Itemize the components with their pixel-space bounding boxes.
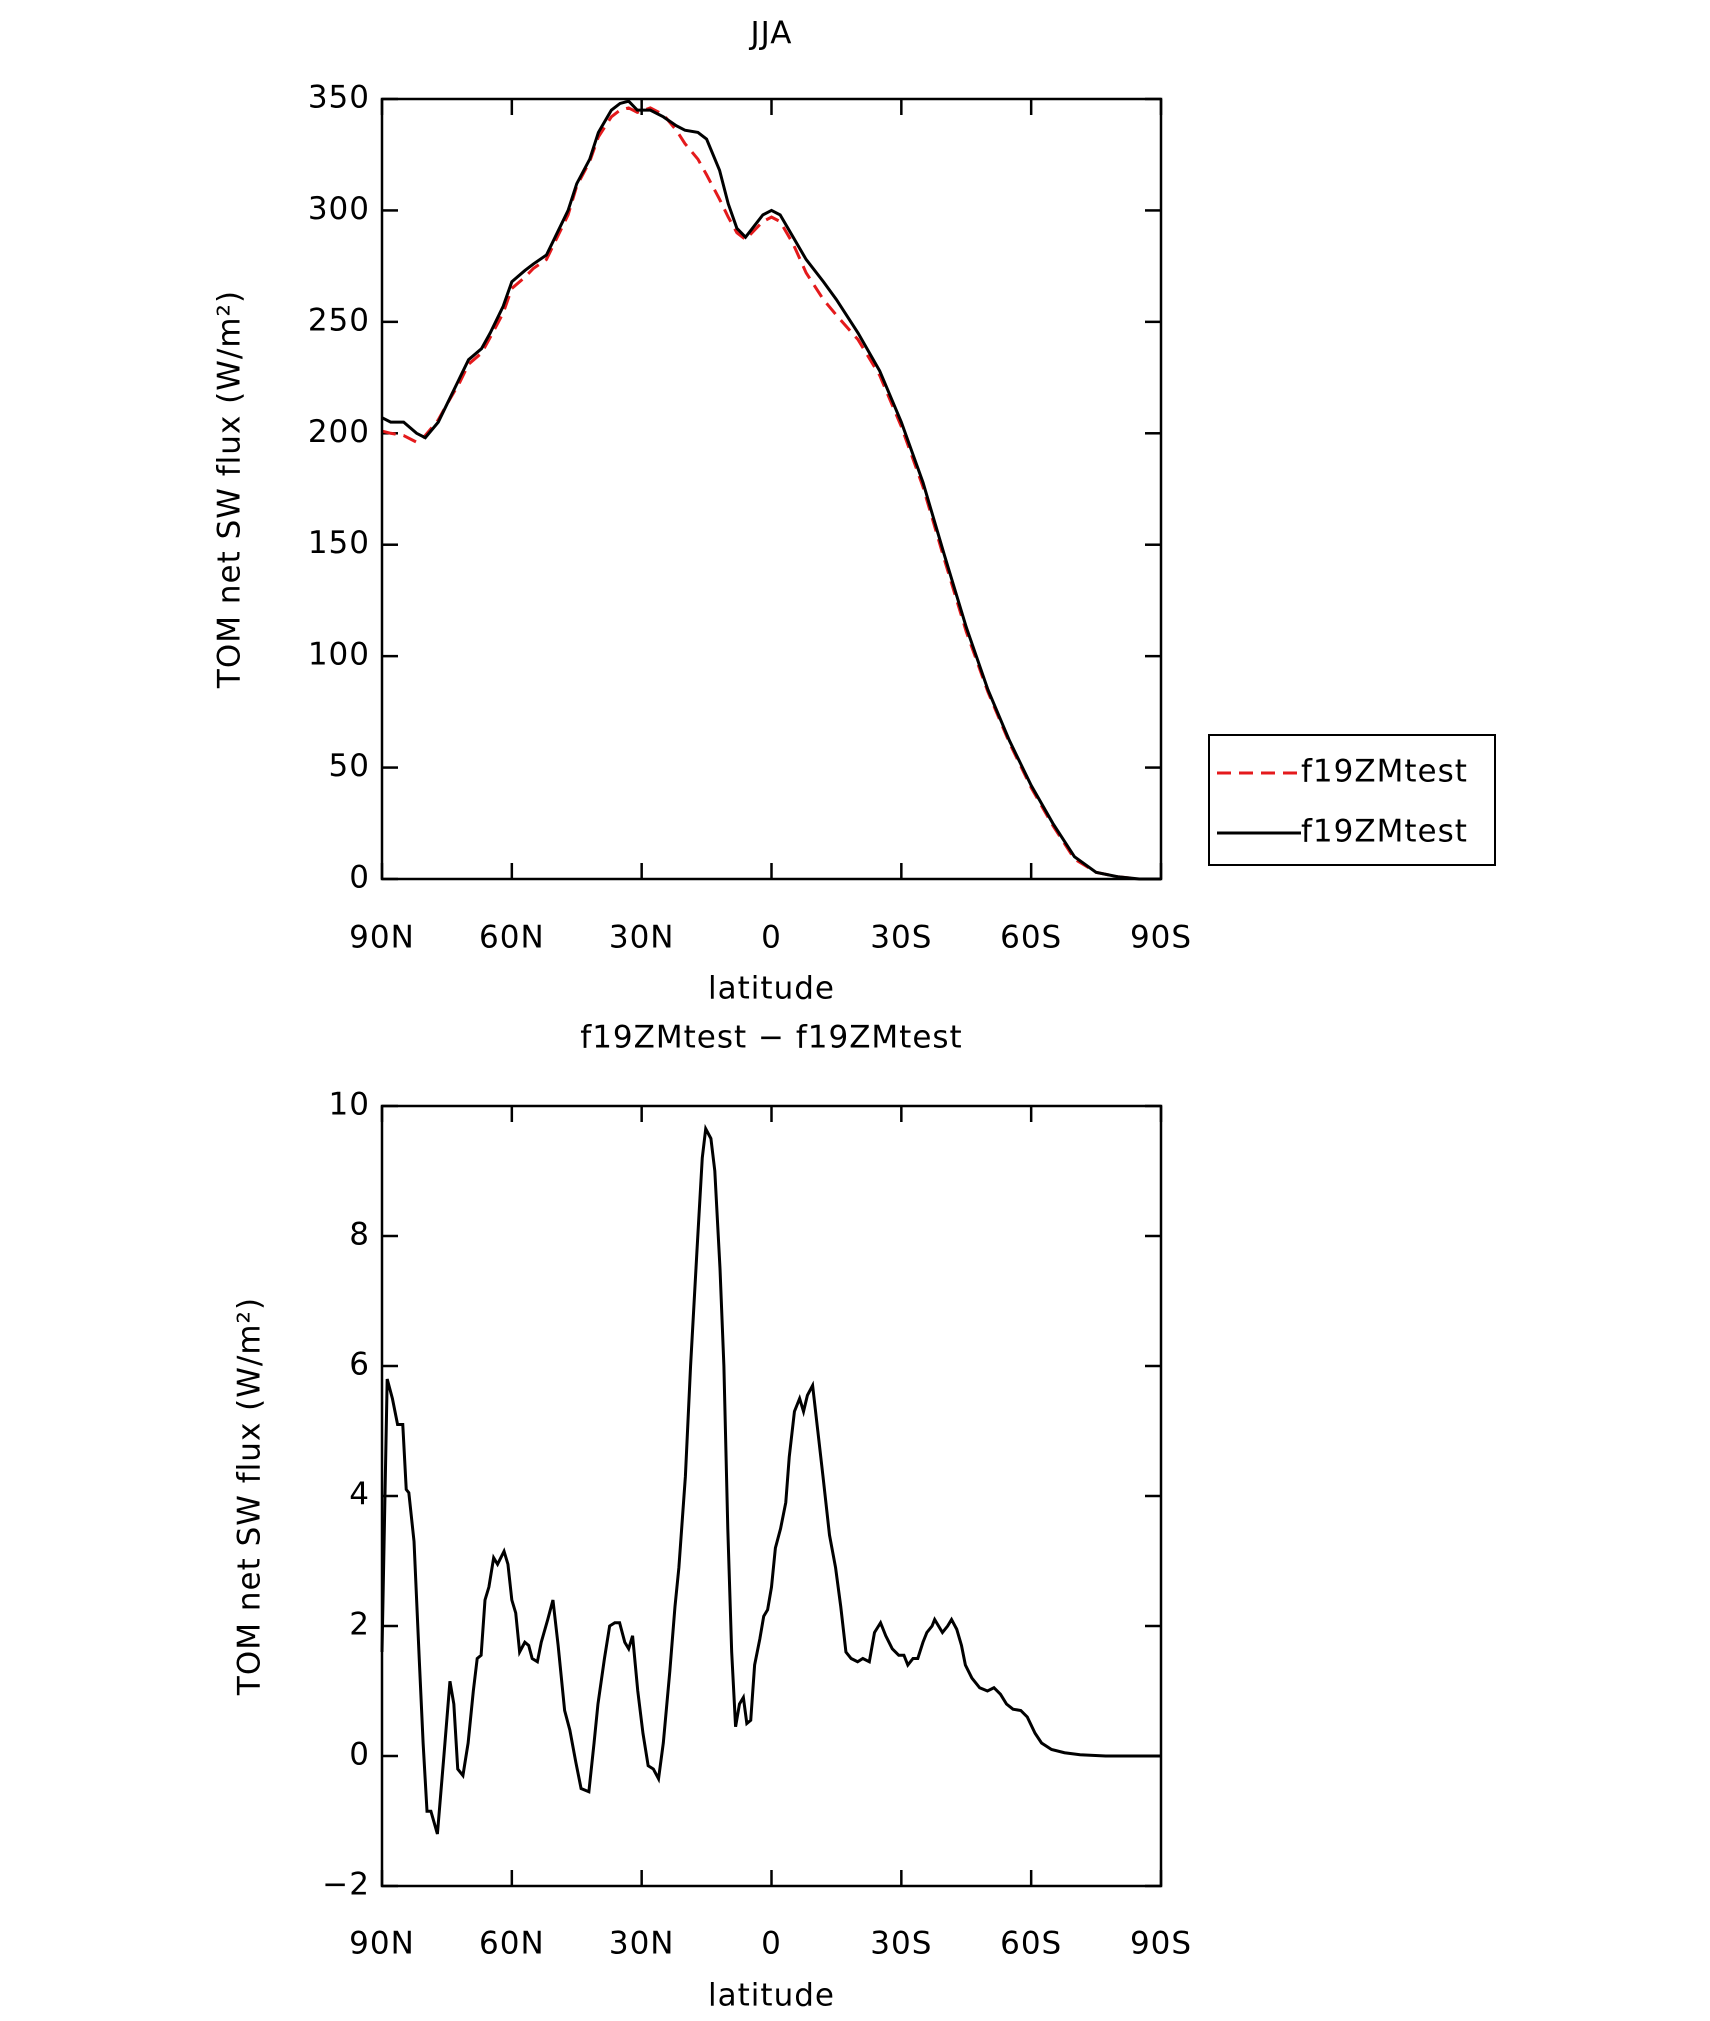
y-tick-label: −2 [322, 1867, 370, 1903]
y-tick-label: 100 [308, 637, 370, 673]
x-tick-label: 60S [1000, 920, 1062, 956]
x-tick-label: 0 [761, 920, 782, 956]
x-tick-label: 30N [609, 1926, 675, 1962]
y-tick-label: 50 [329, 748, 370, 784]
x-tick-label: 60N [479, 920, 545, 956]
y-tick-label: 200 [308, 414, 370, 450]
x-tick-label: 30S [870, 920, 932, 956]
plot-frame [380, 1104, 1163, 1888]
x-tick-label: 0 [761, 1926, 782, 1962]
y-tick-label: 350 [308, 80, 370, 116]
x-tick-label: 90S [1130, 920, 1192, 956]
legend-box [1208, 734, 1496, 866]
x-tick-label: 60N [479, 1926, 545, 1962]
y-tick-label: 150 [308, 525, 370, 561]
x-tick-label: 30S [870, 1926, 932, 1962]
chart-title: JJA [749, 16, 793, 52]
y-tick-label: 300 [308, 191, 370, 227]
x-tick-label: 90S [1130, 1926, 1192, 1962]
x-tick-label: 30N [609, 920, 675, 956]
x-tick-label: 90N [349, 1926, 415, 1962]
y-axis-label: TOM net SW flux (W/m²) [212, 290, 248, 689]
y-tick-label: 6 [349, 1347, 370, 1383]
y-tick-label: 0 [349, 860, 370, 896]
y-tick-label: 0 [349, 1737, 370, 1773]
legend-label: f19ZMtest [1301, 814, 1468, 850]
x-tick-label: 60S [1000, 1926, 1062, 1962]
y-axis-label: TOM net SW flux (W/m²) [232, 1297, 268, 1696]
y-tick-label: 10 [329, 1087, 370, 1123]
data-line [381, 106, 1161, 881]
plot-frame [380, 97, 1163, 881]
y-tick-label: 4 [349, 1477, 370, 1513]
y-tick-label: 8 [349, 1217, 370, 1253]
data-line [380, 1123, 1161, 1835]
y-tick-label: 250 [308, 302, 370, 338]
x-axis-label: latitude [708, 971, 835, 1007]
data-line [381, 99, 1161, 881]
legend-label: f19ZMtest [1301, 754, 1468, 790]
x-tick-label: 90N [349, 920, 415, 956]
chart-title: f19ZMtest − f19ZMtest [580, 1020, 962, 1056]
y-tick-label: 2 [349, 1607, 370, 1643]
x-axis-label: latitude [708, 1978, 835, 2014]
